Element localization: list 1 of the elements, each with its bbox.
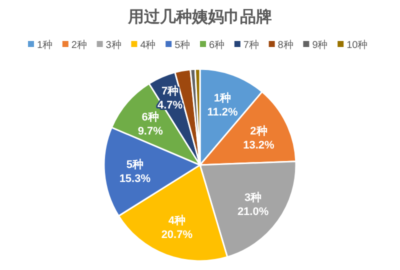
title: 用过几种姨妈巾品牌 <box>128 9 272 26</box>
